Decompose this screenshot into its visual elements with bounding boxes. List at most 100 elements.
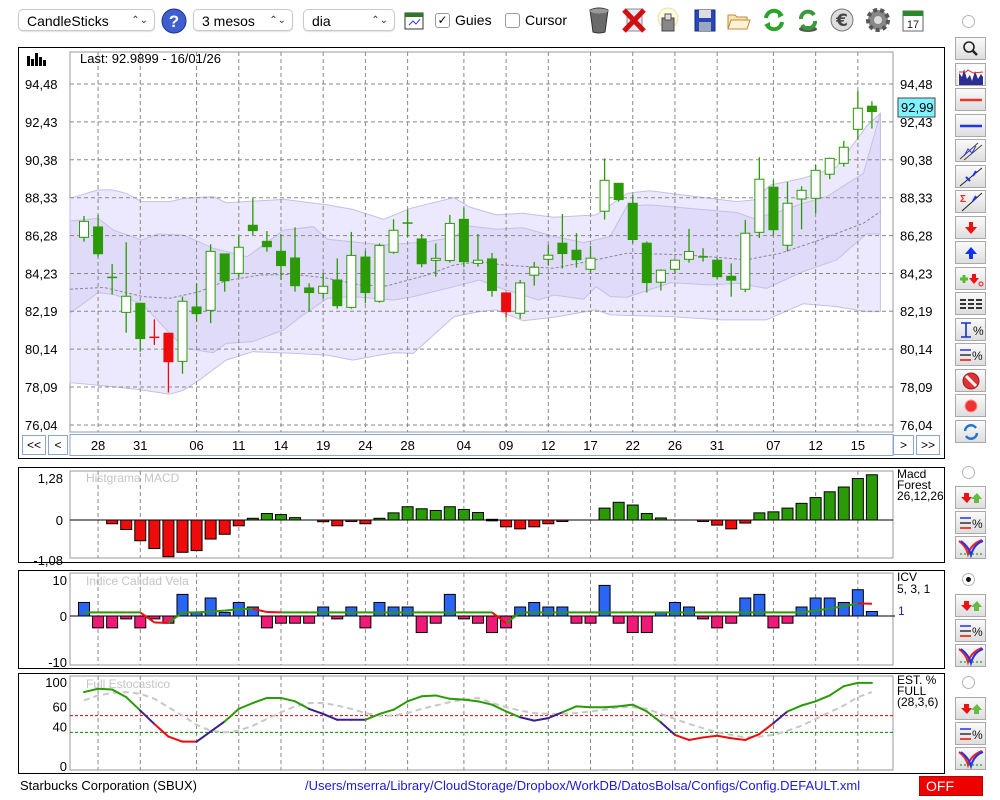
candle[interactable] — [529, 261, 540, 286]
lines-percent-button[interactable]: % — [955, 619, 986, 642]
main-panel-radio[interactable] — [962, 15, 975, 28]
off-toggle-button[interactable]: OFF — [919, 776, 983, 796]
trendline-button[interactable] — [955, 164, 986, 188]
candle[interactable] — [684, 228, 695, 263]
candle[interactable] — [402, 209, 413, 238]
chart-type-select[interactable]: CandleSticks ⌃⌄ — [18, 9, 155, 31]
refresh-icon[interactable] — [760, 6, 788, 34]
add-signal-button[interactable] — [955, 266, 986, 290]
candle[interactable] — [852, 91, 863, 140]
candle[interactable] — [655, 269, 666, 291]
panel-select-radio[interactable] — [962, 676, 975, 689]
sum-trendline-button[interactable]: Σ — [955, 190, 986, 213]
candle[interactable] — [585, 245, 596, 273]
candle[interactable] — [782, 181, 793, 252]
candle[interactable] — [374, 243, 385, 303]
panel-select-radio[interactable] — [962, 466, 975, 479]
candle[interactable] — [669, 259, 680, 274]
panel-select-radio[interactable] — [962, 573, 975, 586]
candle[interactable] — [416, 233, 427, 268]
delete-icon[interactable] — [620, 6, 648, 34]
forbidden-button[interactable] — [955, 368, 986, 392]
candle[interactable] — [318, 273, 329, 299]
candle[interactable] — [163, 332, 174, 393]
macd-chart[interactable]: 1,28 0 -1,08 — [33, 470, 894, 568]
dashed-lines-button[interactable] — [955, 292, 986, 315]
candle[interactable] — [177, 296, 188, 374]
candle[interactable] — [641, 241, 652, 293]
lines-percent-button[interactable]: % — [955, 343, 986, 366]
candle[interactable] — [388, 219, 399, 254]
candle[interactable] — [121, 242, 132, 333]
candle[interactable] — [796, 186, 807, 230]
candle[interactable] — [627, 194, 638, 244]
candle[interactable] — [205, 244, 216, 324]
curve-button[interactable] — [955, 644, 986, 667]
record-button[interactable] — [955, 394, 986, 417]
nav-prev-button[interactable]: < — [48, 435, 68, 455]
candle[interactable] — [444, 214, 455, 263]
candle[interactable] — [79, 216, 89, 242]
signals-button[interactable] — [955, 697, 986, 720]
candle[interactable] — [107, 263, 118, 295]
candle[interactable] — [487, 252, 498, 297]
candle[interactable] — [93, 214, 104, 257]
channel-button[interactable] — [955, 139, 986, 162]
calendar-icon[interactable]: 17 — [900, 6, 928, 34]
candle[interactable] — [810, 164, 821, 214]
candle[interactable] — [290, 227, 301, 292]
chart-window-icon[interactable] — [404, 11, 432, 39]
nav-last-button[interactable]: >> — [916, 435, 940, 455]
candle[interactable] — [613, 182, 624, 202]
gear-icon[interactable] — [864, 6, 892, 34]
candle[interactable] — [557, 213, 568, 269]
candle[interactable] — [247, 198, 258, 236]
icv-chart[interactable]: 10 0 -10 — [48, 572, 895, 670]
config-path-link[interactable]: /Users/mserra/Library/CloudStorage/Dropb… — [305, 778, 861, 793]
money-refresh-icon[interactable] — [794, 6, 822, 34]
buy-arrow-button[interactable] — [955, 241, 986, 264]
period-select[interactable]: 3 mesos ⌃⌄ — [193, 9, 293, 31]
nav-next-button[interactable]: > — [893, 435, 914, 455]
candle[interactable] — [726, 263, 737, 297]
save-icon[interactable] — [691, 6, 719, 34]
sync-button[interactable] — [955, 419, 986, 443]
candle[interactable] — [698, 248, 709, 262]
candle[interactable] — [149, 319, 160, 345]
candle[interactable] — [543, 244, 554, 266]
candle[interactable] — [515, 279, 526, 319]
signals-button[interactable] — [955, 486, 986, 509]
candle[interactable] — [501, 292, 512, 318]
candle[interactable] — [233, 235, 244, 278]
euro-icon[interactable]: € — [828, 6, 856, 34]
candle[interactable] — [712, 258, 723, 279]
help-icon[interactable]: ? — [161, 8, 189, 36]
candle[interactable] — [275, 234, 286, 280]
lines-percent-button[interactable]: % — [955, 511, 986, 534]
candle[interactable] — [740, 219, 751, 293]
candle[interactable] — [135, 302, 146, 352]
candle[interactable] — [346, 231, 357, 309]
candle[interactable] — [458, 207, 469, 268]
curve-button[interactable] — [955, 747, 986, 770]
indicator-overlay-button[interactable] — [955, 62, 986, 86]
stochastic-chart[interactable]: 100 60 40 0 — [45, 675, 894, 774]
lines-percent-button[interactable]: % — [955, 722, 986, 745]
candle[interactable] — [360, 250, 371, 304]
folder-icon[interactable] — [725, 6, 753, 34]
candle[interactable] — [599, 158, 610, 220]
signals-button[interactable] — [955, 594, 986, 617]
lamp-icon[interactable] — [654, 6, 682, 34]
candle[interactable] — [824, 157, 835, 180]
cursor-checkbox[interactable] — [505, 13, 520, 28]
price-chart[interactable]: 94,48 94,48 92,43 92,43 90,38 90,38 88,33 88,33… — [25, 51, 933, 456]
candle[interactable] — [866, 101, 877, 129]
blue-line-button[interactable] — [955, 113, 986, 137]
curve-button[interactable] — [955, 536, 986, 559]
candle[interactable] — [472, 233, 483, 267]
range-percent-button[interactable]: % — [955, 317, 986, 341]
candle[interactable] — [219, 253, 230, 292]
candle[interactable] — [754, 157, 765, 239]
candle[interactable] — [191, 283, 202, 322]
candle[interactable] — [430, 243, 441, 277]
